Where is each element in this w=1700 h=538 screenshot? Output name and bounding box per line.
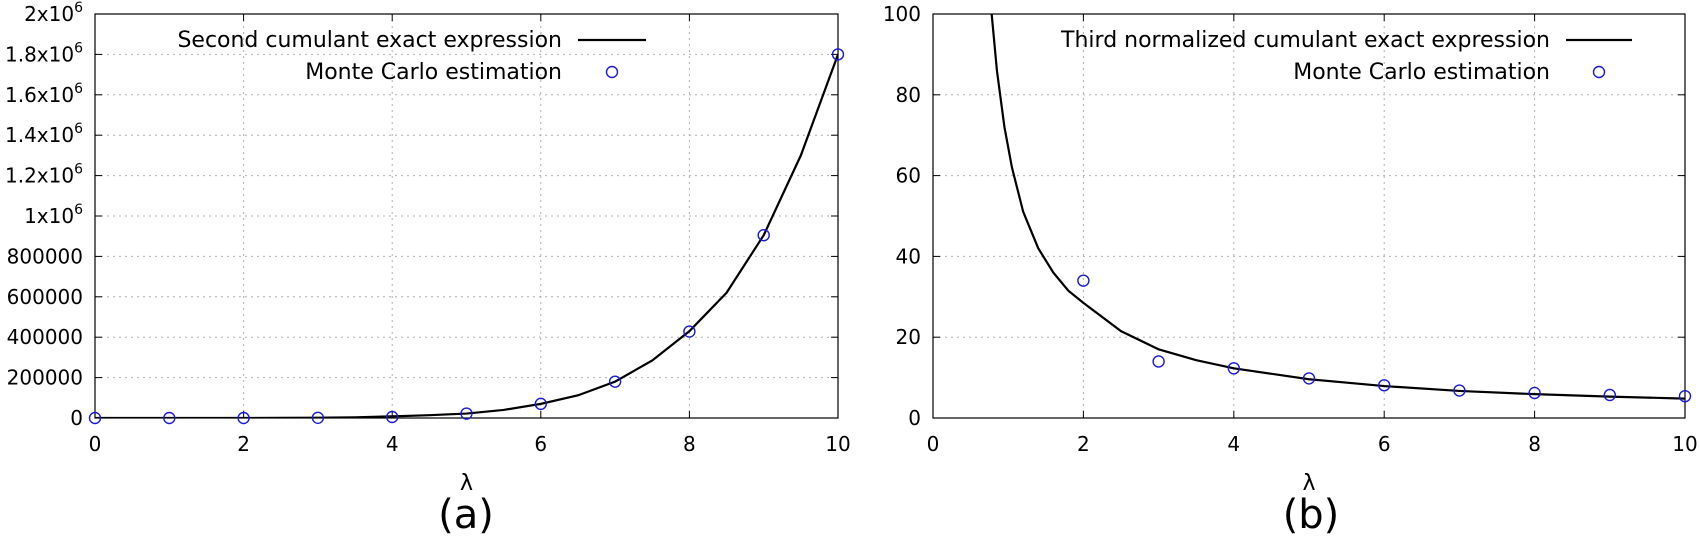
data-point-monte-carlo (1302, 372, 1316, 385)
y-tick-label: 1.4x106 (5, 121, 83, 147)
data-point-monte-carlo (1528, 386, 1541, 400)
data-point-monte-carlo (1377, 379, 1391, 392)
legend-label: Monte Carlo estimation (305, 60, 562, 85)
y-tick-label: 400000 (7, 325, 83, 349)
y-tick-label: 600000 (7, 285, 83, 309)
y-tick-label: 1.6x106 (5, 81, 83, 107)
data-point-monte-carlo (683, 325, 696, 338)
panel-label: (a) (438, 492, 494, 538)
legend-marker-sample (1592, 65, 1606, 79)
y-tick-label: 1x106 (24, 202, 83, 228)
chart-panel-a: 0 2 4 6 8 10 0 200000 400000 600000 800000 1x106 1.2… (5, 0, 851, 538)
y-tick-label: 200000 (7, 366, 83, 390)
x-tick-label: 2 (237, 432, 250, 456)
y-tick-label: 1.2x106 (5, 162, 83, 188)
data-point-monte-carlo (386, 410, 399, 424)
x-axis-label: λ (1302, 471, 1315, 496)
data-point-monte-carlo (237, 411, 250, 425)
data-point-monte-carlo (311, 411, 325, 424)
data-point-monte-carlo (1603, 388, 1617, 402)
plot-area (990, 14, 1685, 400)
y-tick-label: 80 (896, 83, 921, 107)
x-tick-label: 8 (683, 432, 696, 456)
legend-label: Third normalized cumulant exact expressi… (1060, 28, 1550, 53)
x-tick-label: 10 (825, 432, 850, 456)
y-tick-label: 0 (908, 406, 921, 430)
x-tick-label: 6 (1378, 432, 1391, 456)
data-point-monte-carlo (460, 407, 473, 420)
plot-area (95, 54, 838, 418)
data-point-monte-carlo (757, 228, 770, 242)
data-point-monte-carlo (1077, 274, 1090, 287)
data-point-monte-carlo (1152, 355, 1165, 368)
plot-frame (932, 13, 1686, 419)
data-point-monte-carlo (608, 375, 622, 388)
legend-label: Monte Carlo estimation (1293, 60, 1550, 85)
x-tick-label: 10 (1672, 432, 1697, 456)
data-point-monte-carlo (163, 411, 176, 425)
x-tick-label: 4 (1227, 432, 1240, 456)
data-point-monte-carlo (1227, 362, 1241, 375)
y-tick-label: 2x106 (24, 0, 83, 26)
series-line-exact (95, 54, 838, 418)
series-line-exact (990, 14, 1685, 400)
y-tick-label: 60 (896, 164, 921, 188)
panel-label: (b) (1283, 492, 1340, 538)
x-tick-label: 0 (89, 432, 102, 456)
y-tick-label: 100 (883, 2, 921, 26)
x-tick-label: 6 (534, 432, 547, 456)
data-point-monte-carlo (534, 397, 547, 411)
data-point-monte-carlo (1453, 384, 1466, 397)
data-point-monte-carlo (1678, 389, 1692, 403)
data-point-monte-carlo (88, 411, 102, 425)
y-tick-label: 1.8x106 (5, 40, 83, 66)
legend-marker-sample (605, 65, 619, 79)
y-tick-label: 40 (896, 244, 921, 268)
data-point-monte-carlo (831, 48, 845, 61)
x-tick-label: 2 (1077, 432, 1090, 456)
y-tick-label: 20 (896, 325, 921, 349)
legend-label: Second cumulant exact expression (177, 28, 562, 53)
x-tick-label: 8 (1528, 432, 1541, 456)
x-tick-label: 4 (386, 432, 399, 456)
x-tick-label: 0 (927, 432, 940, 456)
y-tick-label: 800000 (7, 244, 83, 268)
y-tick-label: 0 (70, 406, 83, 430)
x-axis-label: λ (460, 471, 473, 496)
